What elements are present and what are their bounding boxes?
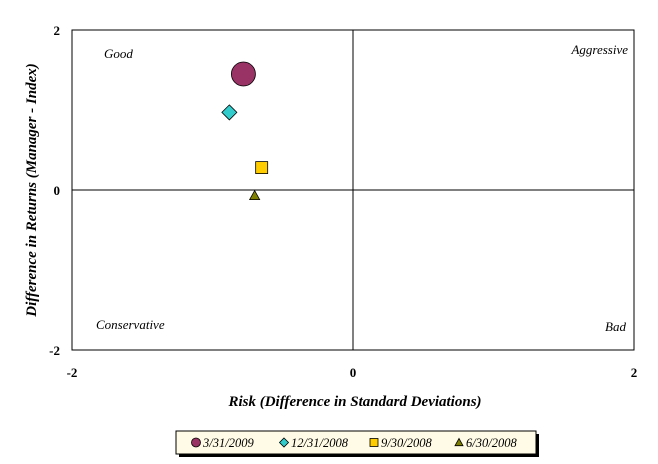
y-tick-label-middle: 0 xyxy=(54,183,61,198)
x-tick-label-middle: 0 xyxy=(350,365,357,380)
y-axis-title: Difference in Returns (Manager - Index) xyxy=(24,63,40,317)
x-tick-label-right: 2 xyxy=(631,365,638,380)
legend-marker-9-30-2008 xyxy=(369,438,379,447)
legend-label-9-30-2008: 9/30/2008 xyxy=(381,436,432,450)
y-tick-label-bottom: -2 xyxy=(49,343,60,358)
legend-label-6-30-2008: 6/30/2008 xyxy=(466,436,517,450)
data-point-9-30-2008 xyxy=(255,161,269,175)
legend-label-3-31-2009: 3/31/2009 xyxy=(202,436,254,450)
legend-marker-6-30-2008 xyxy=(454,437,464,447)
x-axis-title: Risk (Difference in Standard Deviations) xyxy=(227,394,481,410)
quadrant-label-good: Good xyxy=(104,46,133,61)
legend-marker-12-31-2008 xyxy=(278,437,290,448)
legend-label-12-31-2008: 12/31/2008 xyxy=(291,436,349,450)
quadrant-label-bad: Bad xyxy=(605,319,626,334)
data-point-3-31-2009 xyxy=(231,61,256,87)
legend-marker-3-31-2009 xyxy=(191,437,201,448)
quadrant-label-aggressive: Aggressive xyxy=(570,42,628,57)
legend-box xyxy=(175,430,537,455)
data-points-group xyxy=(221,61,269,201)
x-tick-label-left: -2 xyxy=(67,365,78,380)
y-tick-label-top: 2 xyxy=(54,23,61,38)
quadrant-label-conservative: Conservative xyxy=(96,317,165,332)
data-point-12-31-2008 xyxy=(221,104,238,121)
legend: 3/31/2009 12/31/2008 9/30/2008 6/30/2008 xyxy=(191,436,517,450)
data-point-6-30-2008 xyxy=(248,189,261,201)
